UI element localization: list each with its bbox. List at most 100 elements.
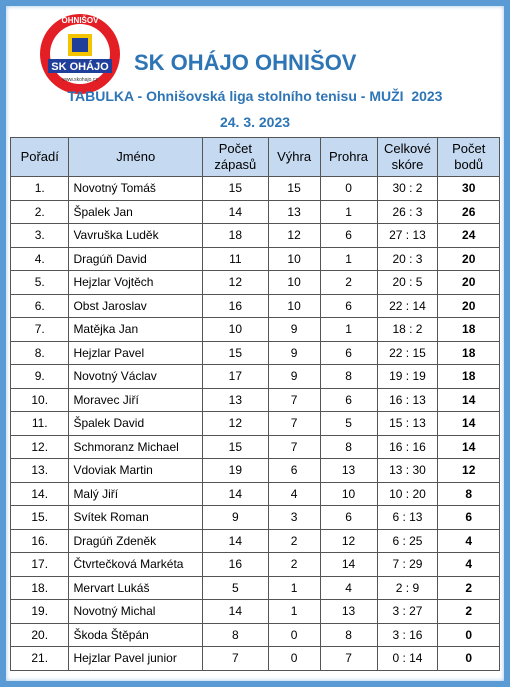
losses-cell: 6 — [319, 505, 378, 530]
wins-cell: 3 — [267, 505, 321, 530]
wins-cell: 1 — [267, 575, 321, 600]
score-cell: 15 : 13 — [376, 411, 439, 436]
losses-cell: 8 — [319, 434, 378, 459]
wins-cell: 1 — [267, 599, 321, 624]
losses-cell: 8 — [319, 622, 378, 647]
wins-cell: 13 — [267, 199, 321, 224]
matches-cell: 15 — [202, 340, 269, 365]
player-name-cell: Novotný Tomáš — [68, 176, 204, 201]
table-row: 8. Hejzlar Pavel 15 9 6 22 : 15 18 — [9, 340, 500, 365]
rank-cell: 10. — [9, 387, 70, 412]
table-row: 20. Škoda Štěpán 8 0 8 3 : 16 0 — [9, 622, 500, 647]
logo-name: SK OHÁJO — [51, 60, 109, 73]
score-cell: 6 : 13 — [376, 505, 439, 530]
player-name-cell: Dragúň David — [68, 246, 204, 271]
rank-cell: 6. — [9, 293, 70, 318]
rank-cell: 16. — [9, 528, 70, 553]
losses-cell: 13 — [319, 599, 378, 624]
matches-cell: 9 — [202, 505, 269, 530]
table-row: 12. Schmoranz Michael 15 7 8 16 : 16 14 — [9, 434, 500, 459]
points-cell: 24 — [437, 223, 500, 248]
standings-table: Pořadí Jméno Počet zápasů Výhra Prohra Celkov… — [9, 137, 500, 671]
score-cell: 13 : 30 — [376, 458, 439, 483]
score-cell: 26 : 3 — [376, 199, 439, 224]
player-name-cell: Matějka Jan — [68, 317, 204, 342]
score-cell: 16 : 13 — [376, 387, 439, 412]
score-cell: 18 : 2 — [376, 317, 439, 342]
matches-cell: 8 — [202, 622, 269, 647]
wins-cell: 2 — [267, 528, 321, 553]
losses-cell: 1 — [319, 199, 378, 224]
table-row: 14. Malý Jiří 14 4 10 10 : 20 8 — [9, 481, 500, 506]
wins-cell: 9 — [267, 340, 321, 365]
score-cell: 20 : 5 — [376, 270, 439, 295]
player-name-cell: Svítek Roman — [68, 505, 204, 530]
rank-cell: 4. — [9, 246, 70, 271]
matches-cell: 15 — [202, 176, 269, 201]
losses-cell: 13 — [319, 458, 378, 483]
logo-url: www.skohajo.cz — [62, 77, 98, 83]
points-cell: 30 — [437, 176, 500, 201]
rank-cell: 1. — [9, 176, 70, 201]
table-body: 1. Novotný Tomáš 15 15 0 30 : 2 30 2. Špalek Jan… — [9, 176, 500, 671]
wins-cell: 7 — [267, 434, 321, 459]
score-cell: 22 : 14 — [376, 293, 439, 318]
losses-cell: 10 — [319, 481, 378, 506]
player-name-cell: Moravec Jiří — [68, 387, 204, 412]
points-cell: 20 — [437, 246, 500, 271]
points-cell: 12 — [437, 458, 500, 483]
table-row: 1. Novotný Tomáš 15 15 0 30 : 2 30 — [9, 176, 500, 201]
rank-cell: 20. — [9, 622, 70, 647]
wins-cell: 10 — [267, 270, 321, 295]
player-name-cell: Vdoviak Martin — [68, 458, 204, 483]
losses-cell: 4 — [319, 575, 378, 600]
column-header: Jméno — [68, 137, 204, 177]
losses-cell: 14 — [319, 552, 378, 577]
rank-cell: 17. — [9, 552, 70, 577]
player-name-cell: Novotný Václav — [68, 364, 204, 389]
title: SK OHÁJO OHNIŠOV — [134, 50, 357, 75]
wins-cell: 7 — [267, 387, 321, 412]
score-cell: 16 : 16 — [376, 434, 439, 459]
score-cell: 3 : 27 — [376, 599, 439, 624]
matches-cell: 18 — [202, 223, 269, 248]
wins-cell: 7 — [267, 411, 321, 436]
player-name-cell: Špalek David — [68, 411, 204, 436]
logo-band — [48, 59, 112, 73]
player-name-cell: Schmoranz Michael — [68, 434, 204, 459]
table-row: 13. Vdoviak Martin 19 6 13 13 : 30 12 — [9, 458, 500, 483]
table-row: 2. Špalek Jan 14 13 1 26 : 3 26 — [9, 199, 500, 224]
wins-cell: 4 — [267, 481, 321, 506]
matches-cell: 14 — [202, 599, 269, 624]
logo: OHNIŠOV SK OHÁJO www.skohajo.cz — [40, 14, 120, 94]
score-cell: 6 : 25 — [376, 528, 439, 553]
player-name-cell: Špalek Jan — [68, 199, 204, 224]
header-row: Pořadí Jméno Počet zápasů Výhra Prohra Celkov… — [9, 137, 500, 177]
matches-cell: 19 — [202, 458, 269, 483]
points-cell: 8 — [437, 481, 500, 506]
rank-cell: 8. — [9, 340, 70, 365]
matches-cell: 15 — [202, 434, 269, 459]
rank-cell: 9. — [9, 364, 70, 389]
score-cell: 3 : 16 — [376, 622, 439, 647]
player-name-cell: Hejzlar Pavel — [68, 340, 204, 365]
matches-cell: 11 — [202, 246, 269, 271]
points-cell: 20 — [437, 270, 500, 295]
player-name-cell: Čtvrtečková Markéta — [68, 552, 204, 577]
losses-cell: 8 — [319, 364, 378, 389]
matches-cell: 14 — [202, 481, 269, 506]
subtitle: TABULKA - Ohnišovská liga stolního tenis… — [67, 88, 443, 104]
date: 24. 3. 2023 — [219, 114, 291, 130]
wins-cell: 6 — [267, 458, 321, 483]
column-header: Počet zápasů — [202, 137, 269, 177]
wins-cell: 15 — [267, 176, 321, 201]
table-row: 4. Dragúň David 11 10 1 20 : 3 20 — [9, 246, 500, 271]
rank-cell: 7. — [9, 317, 70, 342]
points-cell: 18 — [437, 340, 500, 365]
score-cell: 10 : 20 — [376, 481, 439, 506]
points-cell: 6 — [437, 505, 500, 530]
player-name-cell: Dragúň Zdeněk — [68, 528, 204, 553]
rank-cell: 14. — [9, 481, 70, 506]
